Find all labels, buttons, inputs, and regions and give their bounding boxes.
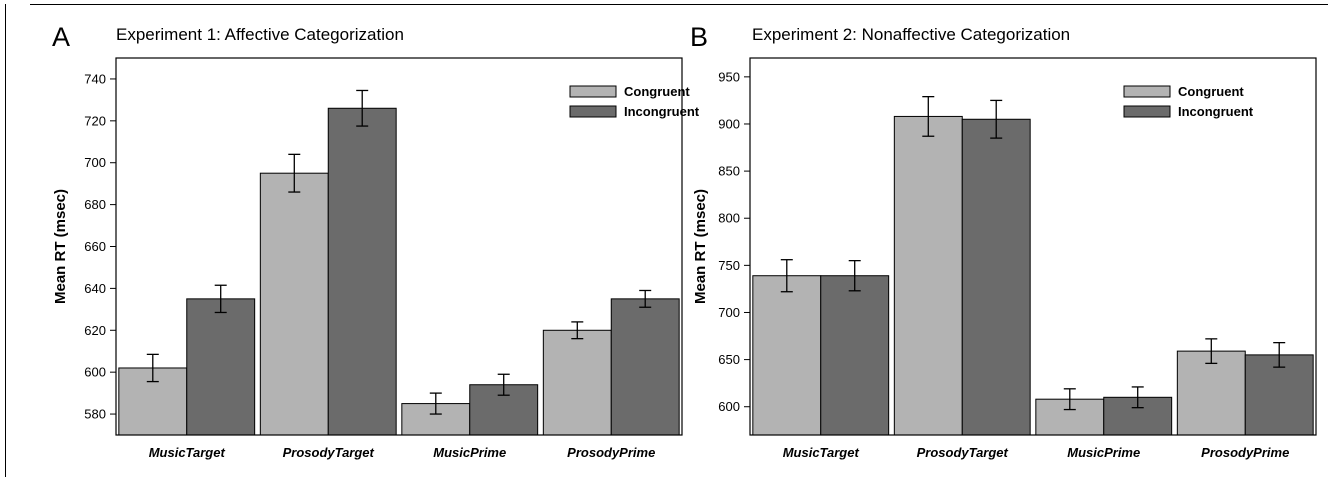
bar-incongruent-prosodytarget — [327, 107, 397, 436]
error-bar-congruent-prosodyprime — [1205, 338, 1218, 365]
bar-congruent-musictarget — [752, 275, 822, 436]
bar-incongruent-prosodyprime — [610, 298, 680, 436]
y-tick-label: 750 — [718, 258, 740, 273]
y-tick-label: 950 — [718, 69, 740, 84]
y-tick-label: 580 — [84, 407, 106, 422]
panel-letter: B — [690, 22, 708, 52]
error-bar-congruent-musicprime — [1063, 388, 1076, 411]
x-tick-label: ProsodyTarget — [917, 445, 1009, 460]
x-tick-label: MusicTarget — [149, 445, 226, 460]
legend-swatch-congruent — [1123, 85, 1171, 98]
bar-incongruent-prosodytarget — [961, 118, 1031, 436]
error-bar-incongruent-musicprime — [497, 373, 510, 396]
legend-label: Incongruent — [624, 104, 700, 119]
y-tick-label: 640 — [84, 281, 106, 296]
error-bar-congruent-musictarget — [780, 259, 793, 293]
y-axis-label: Mean RT (msec) — [52, 189, 69, 304]
error-bar-incongruent-prosodytarget — [356, 89, 369, 127]
bar-congruent-prosodytarget — [893, 115, 963, 436]
y-tick-label: 680 — [84, 197, 106, 212]
x-tick-label: MusicPrime — [1067, 445, 1140, 460]
chart-title: Experiment 1: Affective Categorization — [116, 25, 404, 44]
y-tick-label: 900 — [718, 116, 740, 131]
y-tick-label: 620 — [84, 323, 106, 338]
y-tick-label: 800 — [718, 211, 740, 226]
error-bar-incongruent-prosodyprime — [1273, 341, 1286, 368]
legend-label: Incongruent — [1178, 104, 1254, 119]
legend-label: Congruent — [1178, 84, 1244, 99]
legend-label: Congruent — [624, 84, 690, 99]
bar-incongruent-musictarget — [186, 298, 256, 436]
legend-swatch-congruent — [569, 85, 617, 98]
bar-congruent-prosodyprime — [542, 329, 612, 436]
y-tick-label: 740 — [84, 71, 106, 86]
legend: Congruent Incongruent — [569, 84, 700, 119]
error-bar-incongruent-prosodytarget — [990, 99, 1003, 139]
bar-congruent-prosodytarget — [259, 172, 329, 436]
x-tick-label: MusicTarget — [783, 445, 860, 460]
error-bar-congruent-prosodytarget — [922, 95, 935, 137]
y-tick-label: 650 — [718, 352, 740, 367]
x-tick-label: ProsodyTarget — [283, 445, 375, 460]
y-tick-label: 660 — [84, 239, 106, 254]
bar-congruent-prosodyprime — [1176, 350, 1246, 436]
panel-letter: A — [52, 22, 70, 52]
legend-swatch-incongruent — [569, 105, 617, 118]
error-bar-congruent-musicprime — [429, 392, 442, 415]
y-tick-label: 850 — [718, 164, 740, 179]
y-tick-label: 720 — [84, 113, 106, 128]
legend: Congruent Incongruent — [1123, 84, 1254, 119]
legend-swatch-incongruent — [1123, 105, 1171, 118]
error-bar-incongruent-musictarget — [214, 284, 227, 314]
error-bar-incongruent-musicprime — [1131, 386, 1144, 409]
error-bar-incongruent-prosodyprime — [639, 289, 652, 308]
chart-panel-b: B Experiment 2: Nonaffective Categorizati… — [690, 22, 1317, 460]
chart-title: Experiment 2: Nonaffective Categorizatio… — [752, 25, 1070, 44]
plot-frame — [749, 57, 1317, 436]
bar-incongruent-musictarget — [820, 275, 890, 436]
y-tick-label: 700 — [84, 155, 106, 170]
y-tick-label: 600 — [718, 399, 740, 414]
error-bar-congruent-musictarget — [146, 353, 159, 383]
x-tick-label: ProsodyPrime — [567, 445, 655, 460]
y-tick-label: 700 — [718, 305, 740, 320]
chart-panel-a: A Experiment 1: Affective Categorization M… — [52, 22, 700, 460]
y-tick-label: 600 — [84, 365, 106, 380]
x-tick-label: MusicPrime — [433, 445, 506, 460]
error-bar-congruent-prosodytarget — [288, 153, 301, 193]
y-axis-label: Mean RT (msec) — [692, 189, 709, 304]
error-bar-incongruent-musictarget — [848, 259, 861, 292]
x-tick-label: ProsodyPrime — [1201, 445, 1289, 460]
error-bar-congruent-prosodyprime — [571, 321, 584, 340]
